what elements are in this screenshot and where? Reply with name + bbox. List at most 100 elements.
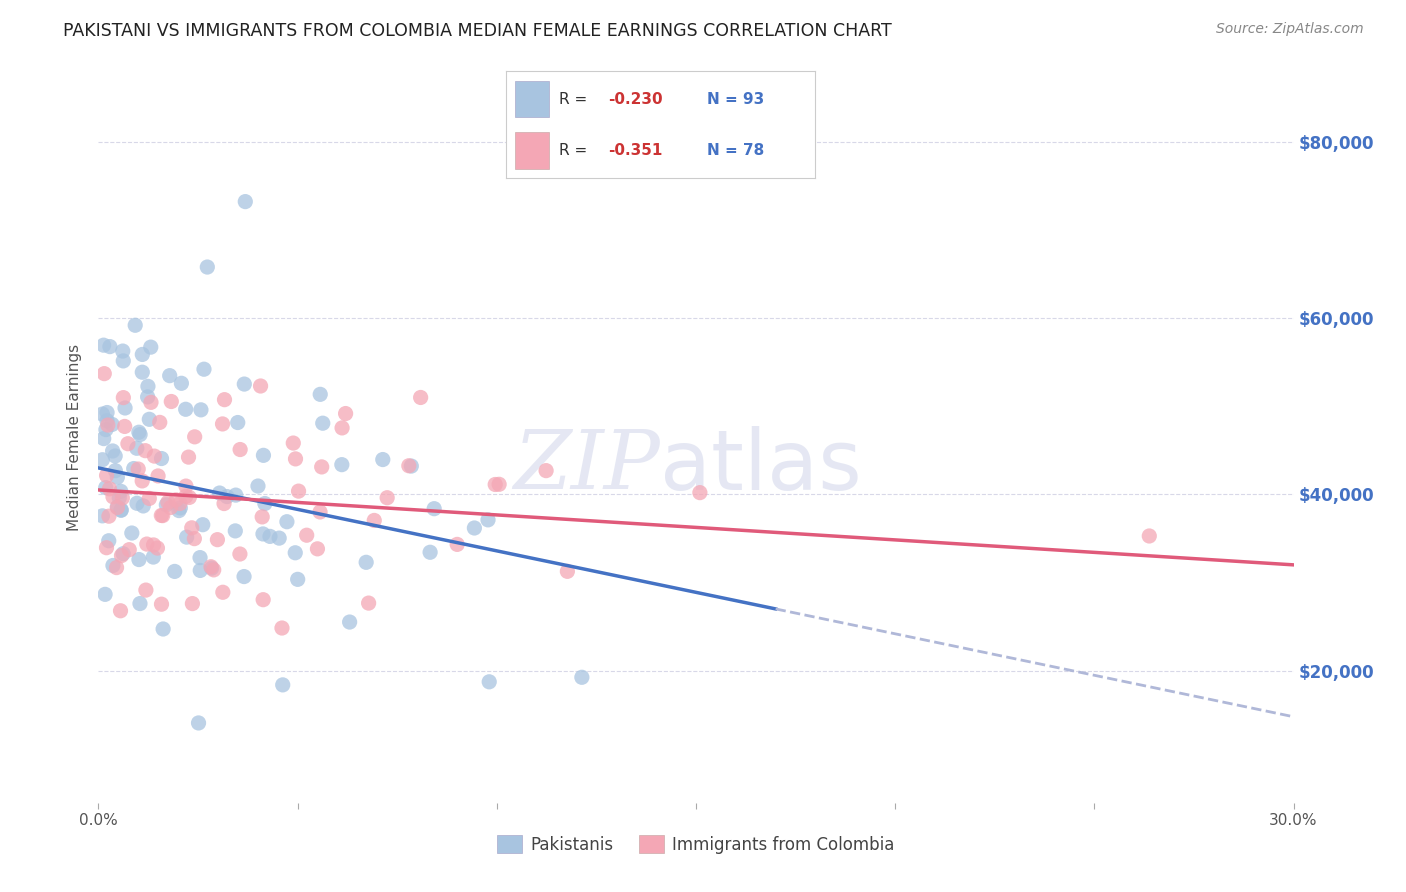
Point [110,503,132,517]
Point [138,491,160,506]
Point [571,670,593,684]
Point [233,377,256,392]
Point [105,500,128,514]
Point [339,615,361,629]
Point [117,436,139,450]
Point [112,354,135,368]
Text: ZIP: ZIP [513,426,661,507]
Text: N = 93: N = 93 [707,92,765,107]
Text: N = 78: N = 78 [707,143,765,158]
Point [101,490,124,504]
FancyBboxPatch shape [516,132,550,169]
Point [104,449,127,463]
Point [284,546,307,560]
Point [211,417,233,431]
Point [139,340,162,354]
Point [252,592,274,607]
Legend: Pakistanis, Immigrants from Colombia: Pakistanis, Immigrants from Colombia [491,829,901,860]
Point [287,484,309,499]
Point [200,559,222,574]
Point [201,561,224,575]
Point [446,537,468,551]
Point [309,387,332,401]
Point [136,390,159,404]
Text: R =: R = [558,143,592,158]
Point [105,560,128,574]
Point [159,500,181,515]
Point [122,461,145,475]
Point [129,427,152,442]
Text: -0.351: -0.351 [609,143,662,158]
Point [93,338,115,352]
Point [110,604,132,618]
Point [112,547,135,561]
Point [98,340,121,354]
Point [152,508,174,523]
Point [208,486,231,500]
Point [150,508,173,523]
Point [128,425,150,440]
Point [354,555,377,569]
Point [135,537,157,551]
Point [94,423,117,437]
Point [398,458,420,473]
Point [225,488,247,502]
Text: R =: R = [558,92,592,107]
Point [188,550,211,565]
Point [134,443,156,458]
Point [330,421,353,435]
Point [214,392,236,407]
Point [112,391,135,405]
Point [96,541,118,555]
Point [91,508,114,523]
Point [104,464,127,478]
Point [229,547,252,561]
Point [174,489,197,503]
Point [110,484,132,499]
Point [167,503,190,517]
FancyBboxPatch shape [516,81,550,118]
Point [375,491,398,505]
Point [150,451,173,466]
Point [357,596,380,610]
Point [94,587,117,601]
Point [179,491,201,505]
Point [96,414,118,428]
Text: -0.230: -0.230 [609,92,662,107]
Point [477,513,499,527]
Point [93,367,115,381]
Point [142,538,165,552]
Point [215,490,238,504]
Point [534,464,557,478]
Point [127,462,149,476]
Point [156,495,179,509]
Point [169,496,191,510]
Point [193,362,215,376]
Point [101,558,124,573]
Point [136,379,159,393]
Text: Source: ZipAtlas.com: Source: ZipAtlas.com [1216,22,1364,37]
Point [207,533,229,547]
Point [307,541,329,556]
Point [110,549,132,563]
Point [135,583,157,598]
Text: PAKISTANI VS IMMIGRANTS FROM COLOMBIA MEDIAN FEMALE EARNINGS CORRELATION CHART: PAKISTANI VS IMMIGRANTS FROM COLOMBIA ME… [63,22,891,40]
Point [138,412,160,426]
Point [401,458,423,473]
Point [181,597,204,611]
Point [98,482,121,496]
Point [463,521,485,535]
Point [107,500,129,515]
Point [131,347,153,361]
Point [97,418,120,433]
Point [259,529,281,543]
Point [246,479,269,493]
Point [105,470,128,484]
Point [177,450,200,464]
Point [330,458,353,472]
Point [150,597,173,611]
Point [142,550,165,565]
Point [284,451,307,466]
Point [224,524,246,538]
Point [174,479,197,493]
